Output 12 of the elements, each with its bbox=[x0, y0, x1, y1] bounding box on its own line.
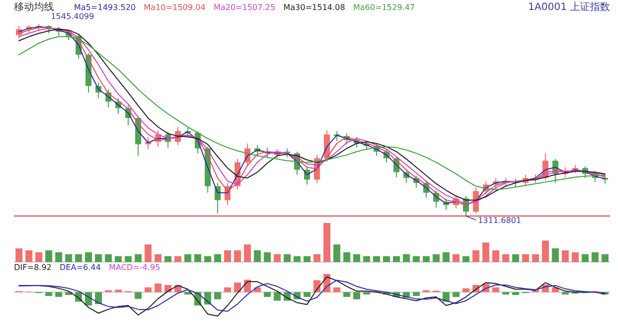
series-label: MACD=-4.95 bbox=[108, 263, 160, 272]
text: Ma20=1507.25 bbox=[214, 3, 276, 12]
chart-title: 移动均线 bbox=[14, 1, 54, 13]
annotation: 1311.6801 bbox=[478, 216, 522, 225]
series-label: DIF=8.92 bbox=[14, 263, 52, 272]
text: Ma5=1493.520 bbox=[74, 3, 136, 12]
text: Ma10=1509.04 bbox=[144, 3, 206, 12]
text: Ma30=1514.08 bbox=[283, 3, 346, 12]
series-label: DEA=6.44 bbox=[60, 263, 101, 272]
chart-subtitle: 1A0001 上证指数 bbox=[528, 1, 610, 13]
text: 1545.4099 bbox=[50, 12, 94, 21]
text: Ma60=1529.47 bbox=[353, 3, 415, 12]
